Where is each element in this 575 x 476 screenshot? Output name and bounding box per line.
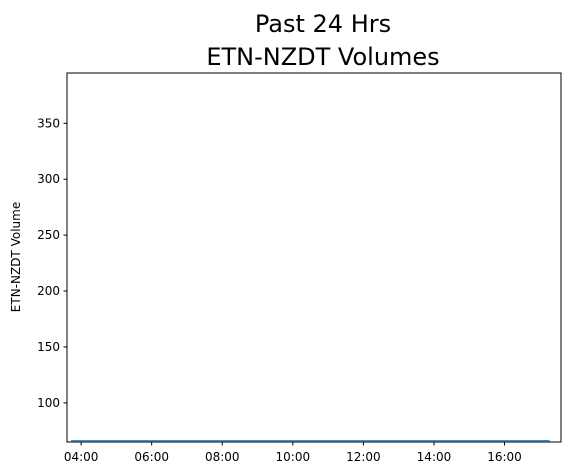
chart-title-line-2: ETN-NZDT Volumes <box>206 43 439 71</box>
y-tick-label-3: 250 <box>37 228 60 242</box>
y-tick-label-1: 150 <box>37 340 60 354</box>
x-tick-label-4: 12:00 <box>346 450 381 464</box>
y-axis-ticks: 100 150 200 250 300 350 <box>37 116 67 410</box>
x-axis-ticks: 04:00 06:00 08:00 10:00 12:00 14:00 16:00 <box>64 442 522 464</box>
x-tick-label-2: 08:00 <box>205 450 240 464</box>
y-tick-label-2: 200 <box>37 284 60 298</box>
x-tick-label-3: 10:00 <box>276 450 311 464</box>
x-tick-label-0: 04:00 <box>64 450 99 464</box>
y-tick-label-5: 350 <box>37 116 60 130</box>
plot-area <box>66 72 562 443</box>
y-tick-label-4: 300 <box>37 172 60 186</box>
x-tick-label-1: 06:00 <box>134 450 169 464</box>
x-tick-label-5: 14:00 <box>417 450 452 464</box>
x-tick-label-6: 16:00 <box>487 450 522 464</box>
y-axis-label: ETN-NZDT Volume <box>9 202 23 312</box>
chart-title-line-1: Past 24 Hrs <box>255 10 391 38</box>
y-tick-label-0: 100 <box>37 396 60 410</box>
